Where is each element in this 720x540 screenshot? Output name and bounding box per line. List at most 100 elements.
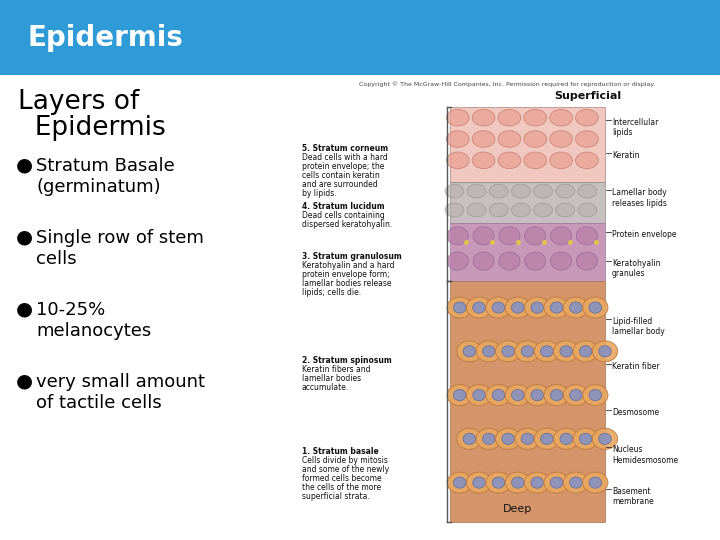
- Ellipse shape: [446, 131, 469, 147]
- Ellipse shape: [467, 472, 492, 493]
- Text: lipids; cells die.: lipids; cells die.: [302, 288, 361, 297]
- Text: Basement
membrane: Basement membrane: [612, 487, 654, 507]
- Ellipse shape: [511, 477, 524, 488]
- Ellipse shape: [456, 428, 482, 449]
- Ellipse shape: [570, 389, 582, 401]
- Text: Keratin: Keratin: [612, 151, 639, 160]
- FancyBboxPatch shape: [450, 281, 605, 522]
- Ellipse shape: [534, 341, 559, 362]
- Ellipse shape: [573, 428, 598, 449]
- Ellipse shape: [454, 302, 466, 313]
- Ellipse shape: [524, 131, 546, 147]
- Ellipse shape: [463, 433, 476, 444]
- Ellipse shape: [573, 341, 598, 362]
- Ellipse shape: [554, 428, 579, 449]
- Ellipse shape: [576, 252, 598, 270]
- Text: ●: ●: [16, 155, 33, 174]
- Ellipse shape: [525, 297, 550, 318]
- Ellipse shape: [446, 110, 469, 126]
- Ellipse shape: [549, 152, 572, 168]
- Ellipse shape: [541, 346, 553, 357]
- Ellipse shape: [447, 384, 472, 406]
- Ellipse shape: [490, 184, 508, 198]
- Ellipse shape: [580, 433, 592, 444]
- Ellipse shape: [492, 302, 505, 313]
- Ellipse shape: [521, 433, 534, 444]
- Ellipse shape: [599, 433, 611, 444]
- Ellipse shape: [560, 346, 572, 357]
- Ellipse shape: [495, 341, 521, 362]
- Ellipse shape: [589, 302, 602, 313]
- Text: 1. Stratum basale: 1. Stratum basale: [302, 447, 379, 456]
- Ellipse shape: [556, 203, 575, 217]
- Ellipse shape: [515, 428, 540, 449]
- Text: Dead cells containing: Dead cells containing: [302, 212, 384, 220]
- Ellipse shape: [482, 346, 495, 357]
- Text: Protein envelope: Protein envelope: [612, 230, 677, 239]
- Ellipse shape: [563, 472, 588, 493]
- Text: formed cells become: formed cells become: [302, 474, 382, 483]
- Ellipse shape: [505, 384, 531, 406]
- Ellipse shape: [454, 477, 466, 488]
- Ellipse shape: [467, 203, 486, 217]
- Text: Epidermis: Epidermis: [18, 115, 166, 141]
- Ellipse shape: [486, 297, 511, 318]
- Text: Lamellar body
releases lipids: Lamellar body releases lipids: [612, 188, 667, 207]
- Ellipse shape: [473, 252, 494, 270]
- Text: Intercellular
lipids: Intercellular lipids: [612, 118, 658, 137]
- Ellipse shape: [575, 131, 598, 147]
- FancyBboxPatch shape: [450, 223, 605, 281]
- Ellipse shape: [476, 341, 501, 362]
- Ellipse shape: [525, 472, 550, 493]
- Text: Keratin fibers and: Keratin fibers and: [302, 365, 371, 374]
- Ellipse shape: [445, 184, 464, 198]
- Text: Deep: Deep: [503, 504, 532, 514]
- Text: Keratohyalin
granules: Keratohyalin granules: [612, 259, 660, 278]
- Text: Superficial: Superficial: [554, 91, 621, 101]
- Ellipse shape: [511, 302, 524, 313]
- Ellipse shape: [560, 433, 572, 444]
- Ellipse shape: [575, 110, 598, 126]
- Text: Epidermis: Epidermis: [28, 24, 184, 51]
- Ellipse shape: [582, 297, 608, 318]
- Text: Nucleus
Hemidesmosome: Nucleus Hemidesmosome: [612, 446, 678, 465]
- Ellipse shape: [463, 346, 476, 357]
- Ellipse shape: [563, 297, 588, 318]
- Ellipse shape: [580, 346, 592, 357]
- Ellipse shape: [578, 203, 597, 217]
- Ellipse shape: [502, 433, 514, 444]
- Ellipse shape: [447, 227, 468, 245]
- Text: protein envelope; the: protein envelope; the: [302, 163, 384, 171]
- Text: by lipids.: by lipids.: [302, 190, 337, 198]
- Ellipse shape: [473, 227, 494, 245]
- Text: ●: ●: [16, 299, 33, 318]
- Ellipse shape: [473, 477, 485, 488]
- Ellipse shape: [593, 428, 618, 449]
- Text: ●: ●: [16, 371, 33, 390]
- FancyBboxPatch shape: [0, 0, 720, 75]
- Text: 4. Stratum lucidum: 4. Stratum lucidum: [302, 202, 384, 212]
- Ellipse shape: [544, 384, 570, 406]
- Ellipse shape: [467, 184, 486, 198]
- Ellipse shape: [531, 477, 544, 488]
- Ellipse shape: [521, 346, 534, 357]
- Ellipse shape: [472, 152, 495, 168]
- Ellipse shape: [486, 384, 511, 406]
- Ellipse shape: [467, 384, 492, 406]
- Ellipse shape: [505, 472, 531, 493]
- Ellipse shape: [550, 389, 563, 401]
- Text: and some of the newly: and some of the newly: [302, 465, 389, 474]
- Ellipse shape: [454, 389, 466, 401]
- Ellipse shape: [551, 252, 572, 270]
- Ellipse shape: [447, 472, 472, 493]
- Ellipse shape: [570, 477, 582, 488]
- Ellipse shape: [549, 131, 572, 147]
- Ellipse shape: [499, 252, 520, 270]
- Ellipse shape: [563, 384, 588, 406]
- Ellipse shape: [498, 131, 521, 147]
- Ellipse shape: [495, 428, 521, 449]
- Ellipse shape: [511, 184, 530, 198]
- Ellipse shape: [502, 346, 514, 357]
- Ellipse shape: [599, 346, 611, 357]
- Ellipse shape: [554, 341, 579, 362]
